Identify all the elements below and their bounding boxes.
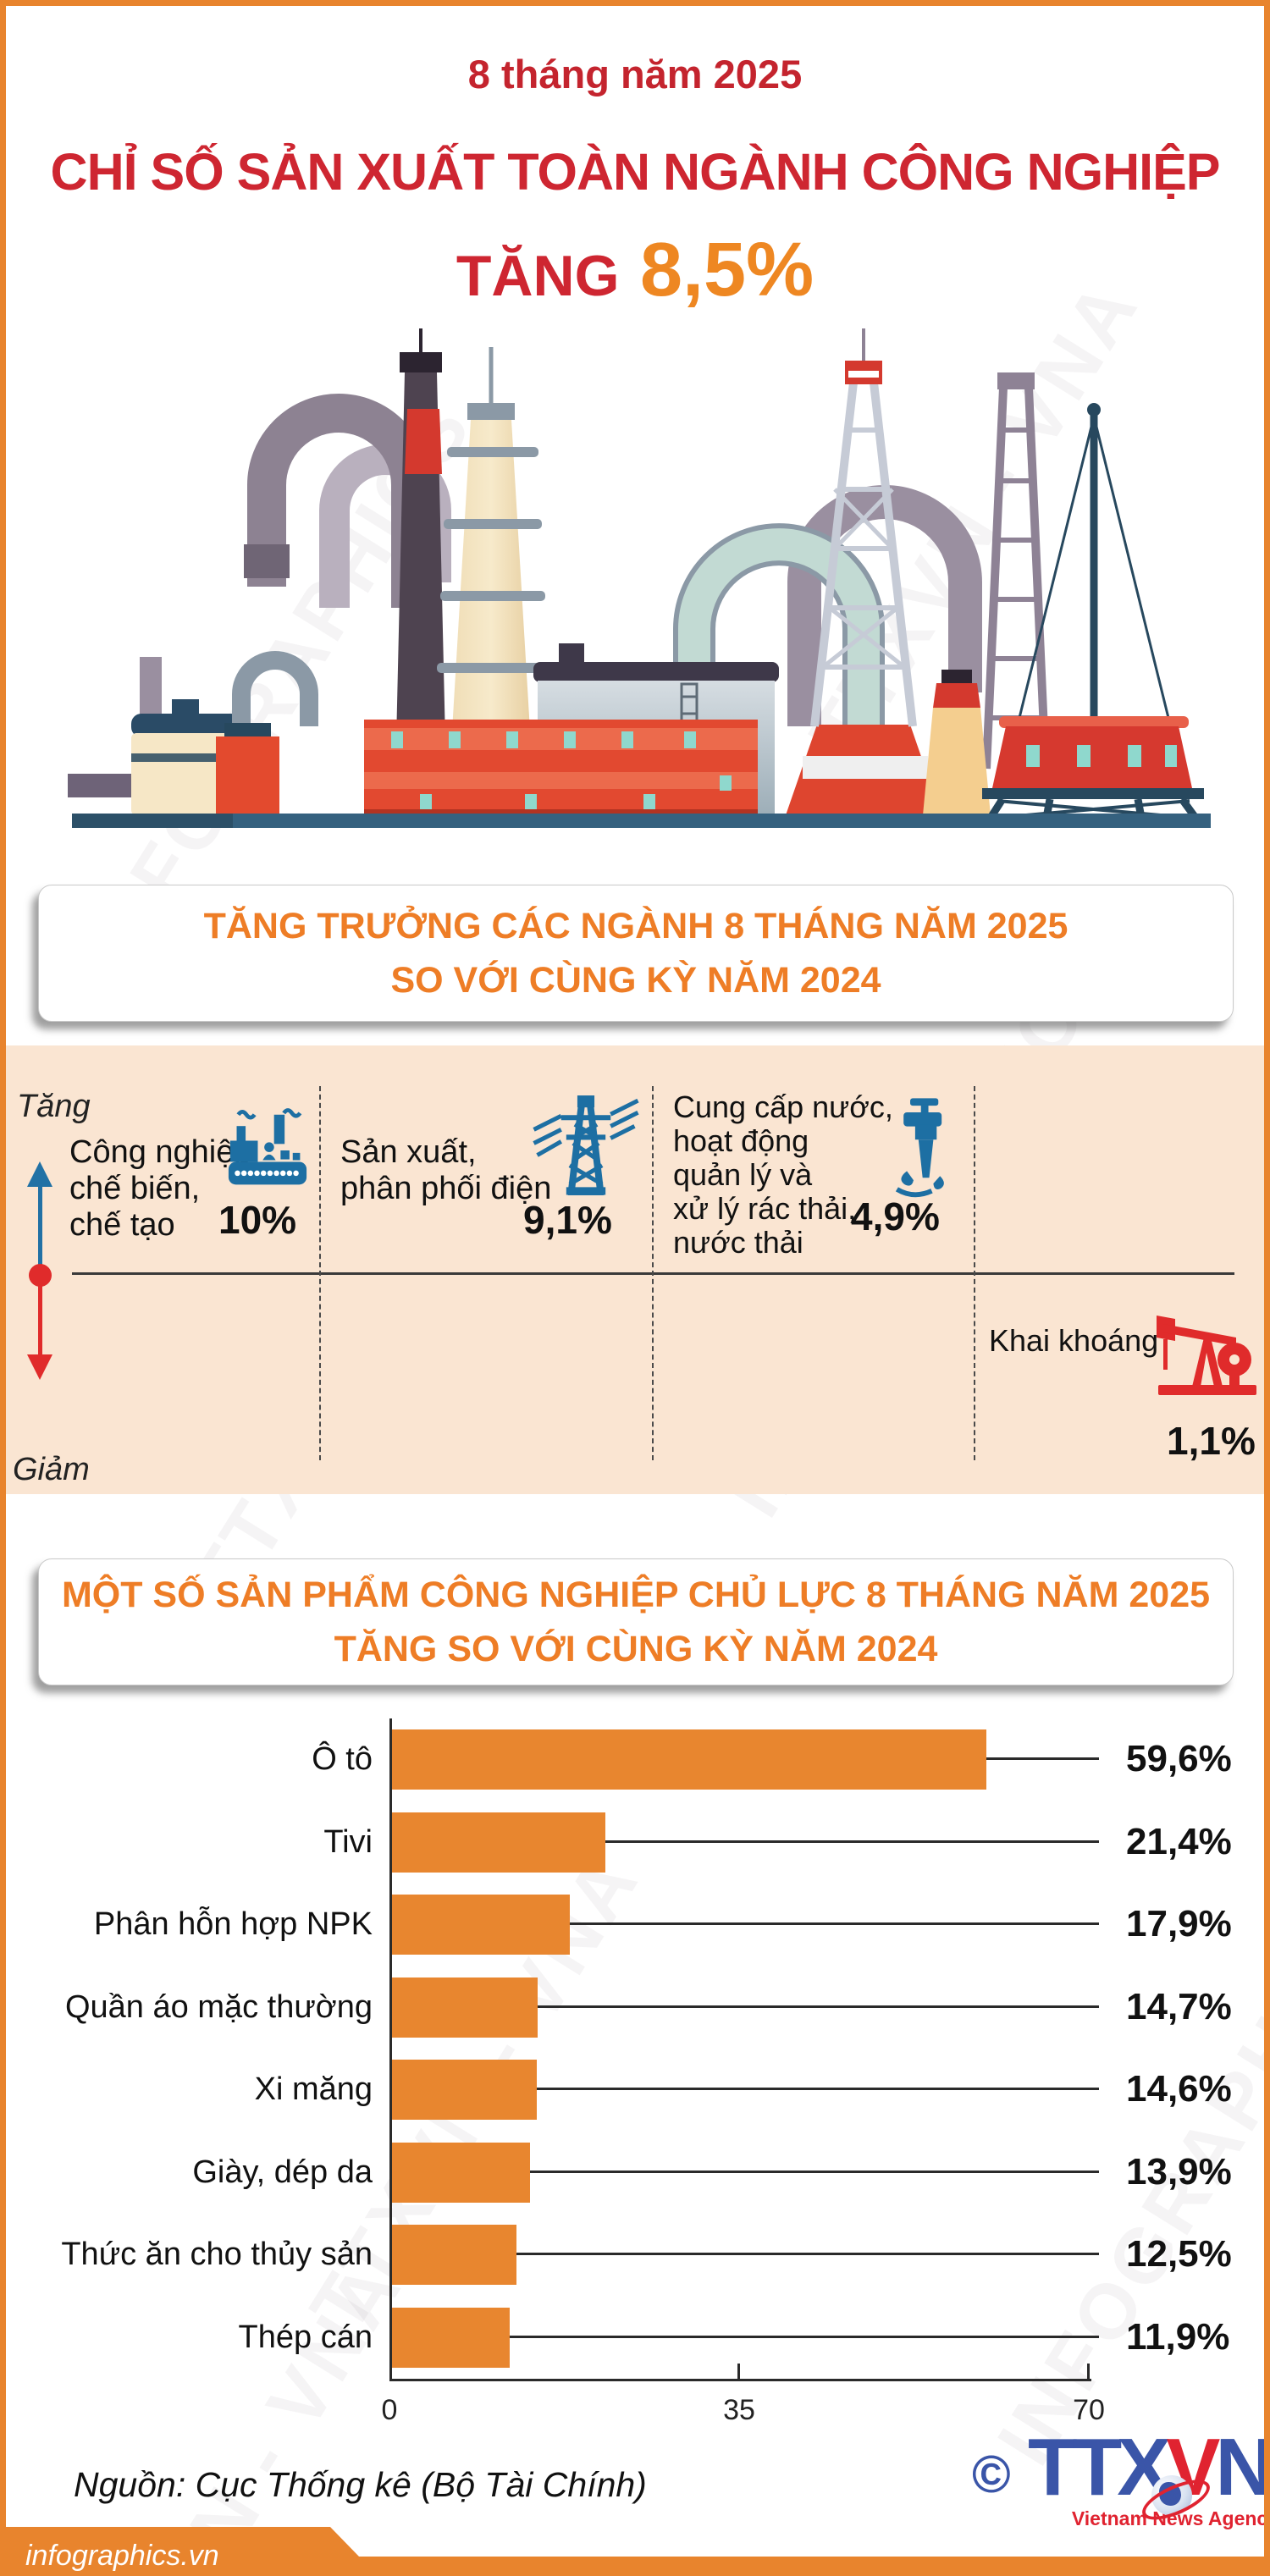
bar (391, 1978, 538, 2038)
sector-name-line: Sản xuất, (340, 1134, 477, 1170)
power-tower-icon (533, 1095, 639, 1195)
column-divider (652, 1086, 654, 1460)
sector-name-line: hoạt động (673, 1123, 809, 1158)
headline-value: 8,5% (639, 228, 814, 312)
section1-panel (6, 1045, 1264, 1494)
bar-value-label: 17,9% (1126, 1903, 1232, 1944)
copyright-icon: © (972, 2446, 1011, 2504)
bar-connector-line (510, 2336, 1099, 2338)
bar-value-label: 21,4% (1126, 1821, 1232, 1862)
sector-value: 9,1% (523, 1198, 612, 1242)
globe-icon (1151, 2475, 1192, 2516)
x-tick-label: 0 (381, 2394, 398, 2426)
section1-title-line1: TĂNG TRƯỞNG CÁC NGÀNH 8 THÁNG NĂM 2025 (203, 906, 1068, 946)
sector-name-line: chế biến, (69, 1171, 201, 1206)
sector-name-line: Cung cấp nước, (673, 1089, 893, 1124)
bar-connector-line (986, 1757, 1099, 1760)
chart-x-axis (389, 2379, 1091, 2381)
bar (391, 2308, 510, 2368)
bar-connector-line (530, 2171, 1099, 2173)
sector-name-line: quản lý và (673, 1157, 813, 1192)
bar-value-label: 11,9% (1126, 2316, 1230, 2358)
x-tick (1087, 2364, 1090, 2380)
headline-verb: TĂNG (456, 244, 620, 308)
bar-value-label: 59,6% (1126, 1738, 1232, 1779)
section2-header: MỘT SỐ SẢN PHẨM CÔNG NGHIỆP CHỦ LỰC 8 TH… (38, 1558, 1234, 1685)
sector-name-line: xử lý rác thải, (673, 1191, 857, 1226)
bar-connector-line (516, 2253, 1099, 2255)
column-divider (319, 1086, 321, 1460)
bar-category-label: Quần áo mặc thường (64, 1989, 373, 2025)
section2-title-line1: MỘT SỐ SẢN PHẨM CÔNG NGHIỆP CHỦ LỰC 8 TH… (61, 1575, 1211, 1615)
water-tap-icon (895, 1098, 944, 1198)
sector-name-line: Công nghiệp (69, 1134, 252, 1170)
report-period: 8 tháng năm 2025 (467, 52, 803, 97)
bar (391, 2060, 537, 2120)
bar-category-label: Phân hỗn hợp NPK (93, 1906, 373, 1942)
bar-connector-line (537, 2088, 1099, 2090)
bar-category-label: Thức ăn cho thủy sản (61, 2237, 373, 2272)
bar-connector-line (570, 1922, 1099, 1925)
bar-value-label: 14,6% (1126, 2068, 1232, 2110)
headline: TĂNG 8,5% (0, 227, 1270, 314)
bar-connector-line (538, 2005, 1099, 2008)
sector-name-line: nước thải (673, 1225, 803, 1260)
up-arrow-icon (27, 1161, 52, 1187)
sector-name-line: chế tạo (69, 1207, 175, 1243)
ttxvn-logo: © TTXVN Vietnam News Agency (972, 2422, 1270, 2536)
down-arrow-icon (27, 1354, 52, 1380)
section2-title-line2: TĂNG SO VỚI CÙNG KỲ NĂM 2024 (334, 1629, 938, 1669)
axis-down-label: Giảm (13, 1452, 90, 1487)
sector-value: 10% (218, 1198, 297, 1242)
bar (391, 1895, 570, 1955)
chart-y-axis (389, 1718, 392, 2380)
bar-category-label: Tivi (323, 1824, 373, 1860)
page-title: CHỈ SỐ SẢN XUẤT TOÀN NGÀNH CÔNG NGHIỆP (50, 143, 1221, 201)
section1-header: TĂNG TRƯỞNG CÁC NGÀNH 8 THÁNG NĂM 2025 S… (38, 885, 1234, 1022)
down-arrow-shaft (38, 1286, 42, 1355)
axis-up-label: Tăng (17, 1089, 91, 1124)
bar-category-label: Thép cán (238, 2320, 373, 2355)
up-arrow-shaft (38, 1185, 42, 1266)
footer-tab (0, 2527, 360, 2557)
section1-title-line2: SO VỚI CÙNG KỲ NĂM 2024 (390, 960, 881, 1001)
logo-n: N (1215, 2422, 1270, 2513)
bar-connector-line (605, 1840, 1099, 1843)
website-label: infographics.vn (25, 2540, 219, 2572)
bar-category-label: Xi măng (254, 2071, 373, 2107)
bar (391, 1729, 986, 1790)
bar-value-label: 12,5% (1126, 2233, 1232, 2275)
bar (391, 2225, 516, 2285)
bar-category-label: Giày, dép da (192, 2154, 373, 2190)
column-divider (974, 1086, 975, 1460)
x-tick (737, 2364, 740, 2380)
axis-origin-dot (29, 1264, 52, 1287)
source-note: Nguồn: Cục Thống kê (Bộ Tài Chính) (74, 2465, 647, 2504)
sector-name-line: phân phối điện (340, 1171, 552, 1206)
bar (391, 1812, 605, 1873)
x-tick-label: 70 (1073, 2394, 1105, 2426)
bar (391, 2143, 530, 2203)
logo-letters: TTXVN (1028, 2421, 1270, 2514)
oil-pump-icon (1157, 1316, 1256, 1395)
bar-value-label: 14,7% (1126, 1986, 1232, 2027)
bar-category-label: Ô tô (312, 1741, 373, 1777)
sector-value: 4,9% (851, 1194, 940, 1238)
bar-value-label: 13,9% (1126, 2151, 1232, 2193)
sector-name-line: Khai khoáng (989, 1323, 1159, 1358)
factory-illustration (68, 328, 1211, 828)
x-tick-label: 35 (723, 2394, 755, 2426)
factory-icon (228, 1108, 307, 1185)
sector-value: 1,1% (1167, 1419, 1256, 1463)
logo-ttx: TTX (1028, 2422, 1171, 2513)
